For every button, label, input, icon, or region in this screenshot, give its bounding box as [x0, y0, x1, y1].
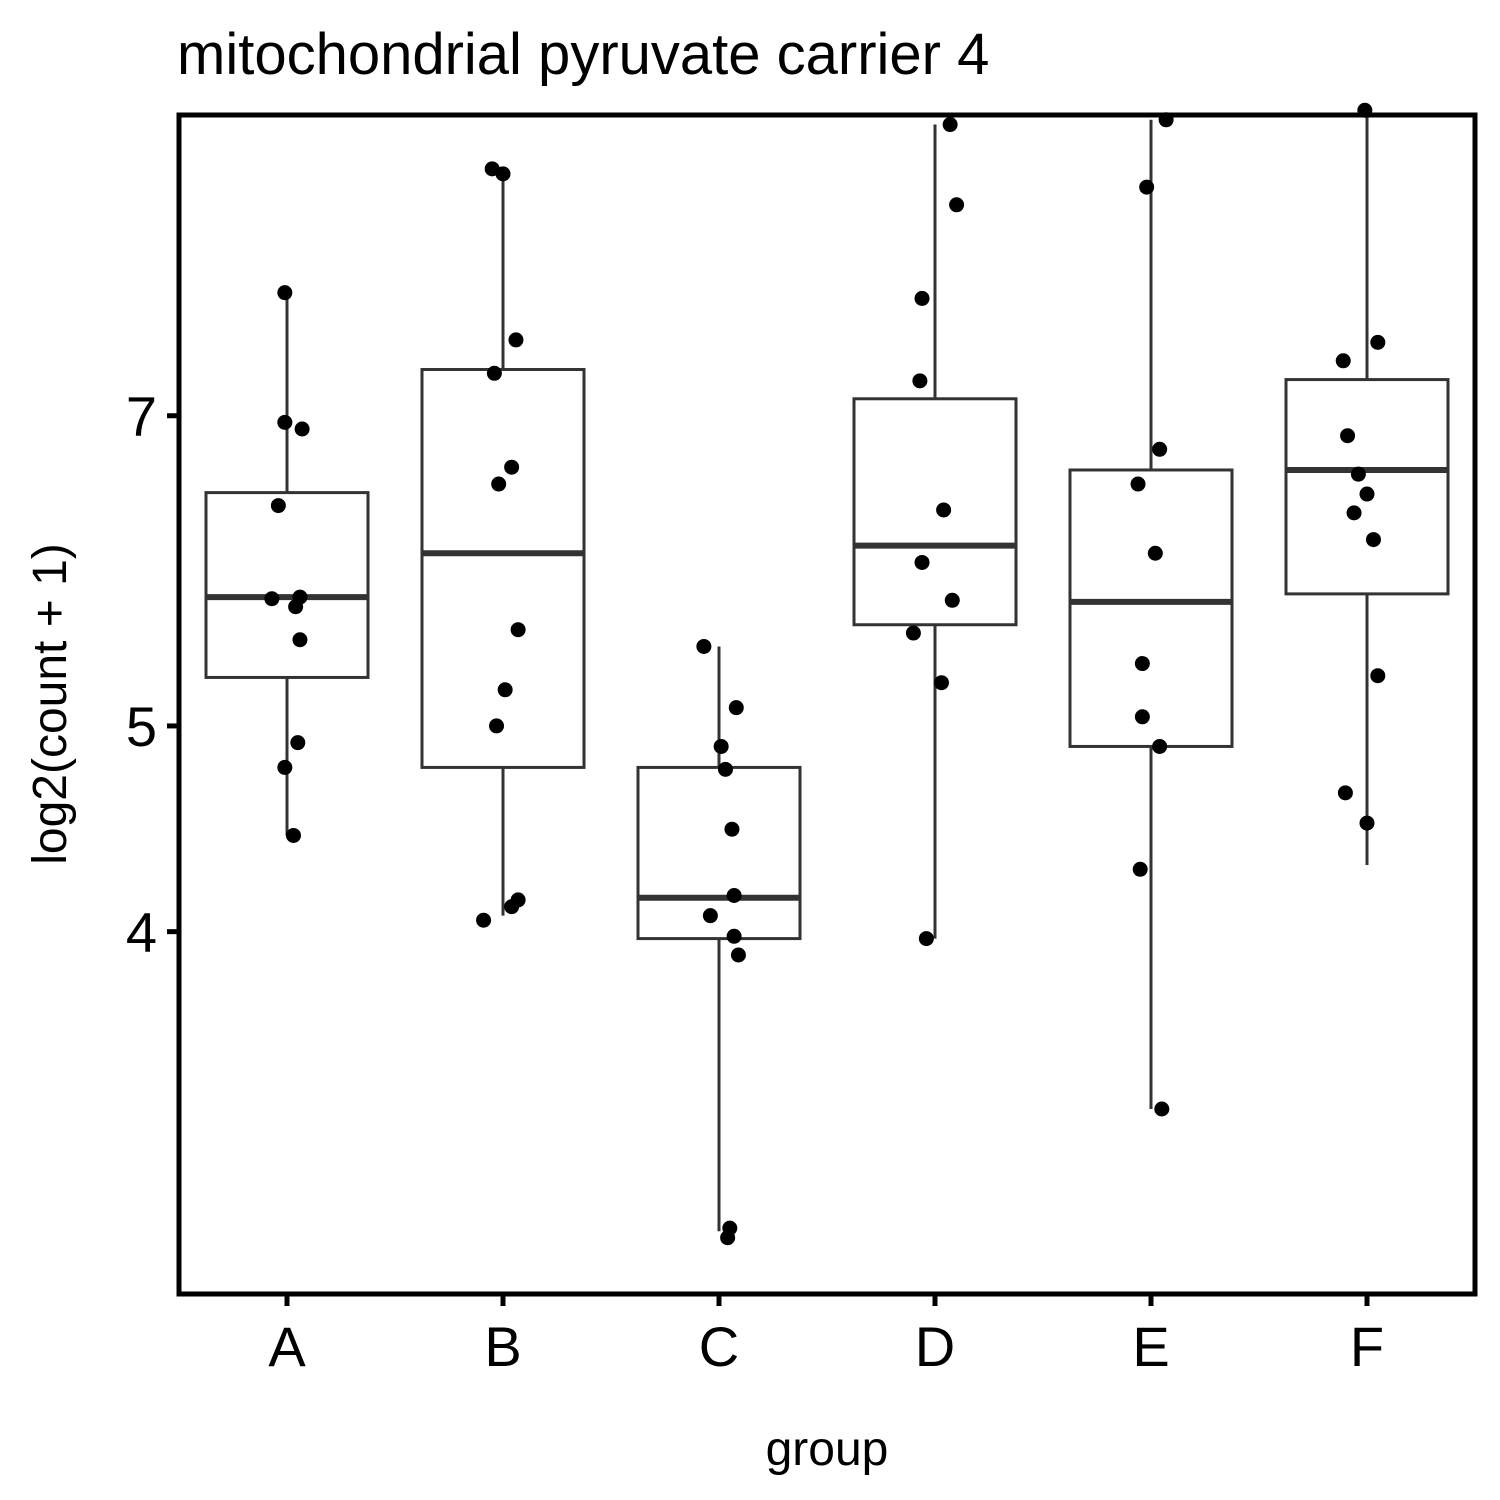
box-b [420, 368, 586, 769]
data-point-c [696, 638, 712, 654]
data-point-e [1152, 441, 1168, 457]
box-group-b [420, 173, 586, 916]
x-tick-label-f: F [1350, 1315, 1384, 1378]
data-point-a [264, 591, 280, 607]
box-e [1068, 468, 1234, 748]
box-group-c [636, 646, 802, 1232]
data-point-b [486, 365, 502, 381]
x-axis: A B C D E F [268, 1294, 1384, 1378]
x-tick-label-a: A [268, 1315, 306, 1378]
data-point-e [1152, 738, 1168, 754]
x-tick-label-d: D [915, 1315, 955, 1378]
data-point-f [1359, 815, 1375, 831]
data-point-f [1350, 466, 1366, 482]
y-tick-label-4: 4 [126, 901, 157, 964]
data-point-d [914, 290, 930, 306]
box-group-f [1284, 110, 1450, 865]
data-point-f [1365, 532, 1381, 548]
box-a [204, 491, 370, 679]
data-point-c [724, 821, 740, 837]
data-point-f [1370, 334, 1386, 350]
data-point-d [936, 502, 952, 518]
chart-title: mitochondrial pyruvate carrier 4 [177, 22, 989, 87]
data-point-b [504, 899, 520, 915]
data-point-f [1337, 785, 1353, 801]
data-point-f [1346, 505, 1362, 521]
data-point-b [495, 166, 511, 182]
data-point-f [1340, 428, 1356, 444]
box-c [636, 765, 802, 941]
data-point-f [1370, 668, 1386, 684]
x-tick-label-b: B [484, 1315, 521, 1378]
data-point-d [905, 625, 921, 641]
data-point-a [277, 759, 293, 775]
data-point-b [476, 912, 492, 928]
y-axis-title: log2(count + 1) [24, 543, 77, 865]
data-point-a [290, 735, 306, 751]
data-point-f [1359, 486, 1375, 502]
data-point-a [292, 632, 308, 648]
data-point-c [717, 761, 733, 777]
data-point-e [1147, 545, 1163, 561]
data-point-e [1134, 709, 1150, 725]
data-point-e [1134, 656, 1150, 672]
data-point-a [277, 414, 293, 430]
panel-border [176, 112, 1478, 1297]
data-point-b [504, 459, 520, 475]
data-point-a [288, 599, 304, 615]
data-point-c [728, 700, 744, 716]
data-point-c [720, 1230, 736, 1246]
data-point-e [1154, 1101, 1170, 1117]
y-tick-label-7: 7 [126, 385, 157, 448]
data-point-c [713, 738, 729, 754]
data-point-a [285, 827, 301, 843]
data-point-a [277, 285, 293, 301]
data-point-d [949, 197, 965, 213]
data-point-e [1139, 179, 1155, 195]
data-point-d [933, 675, 949, 691]
data-point-c [702, 908, 718, 924]
data-point-a [294, 421, 310, 437]
plot-area [204, 102, 1450, 1246]
data-point-c [726, 928, 742, 944]
data-point-d [918, 931, 934, 947]
data-point-c [726, 887, 742, 903]
data-point-e [1130, 476, 1146, 492]
data-point-d [914, 554, 930, 570]
x-tick-label-c: C [699, 1315, 739, 1378]
data-point-b [491, 476, 507, 492]
data-point-d [912, 373, 928, 389]
y-tick-label-5: 5 [126, 695, 157, 758]
y-axis: 4 5 7 [126, 385, 179, 964]
data-point-b [508, 332, 524, 348]
data-point-f [1335, 353, 1351, 369]
data-point-c [730, 947, 746, 963]
x-axis-title: group [766, 1423, 889, 1476]
data-point-b [510, 622, 526, 638]
data-point-d [942, 117, 958, 133]
data-point-d [944, 592, 960, 608]
box-group-d [852, 124, 1018, 939]
box-d [852, 397, 1018, 627]
box-group-a [204, 294, 370, 836]
box-group-e [1068, 119, 1234, 1110]
data-point-b [489, 718, 505, 734]
data-point-e [1132, 861, 1148, 877]
x-tick-label-e: E [1132, 1315, 1169, 1378]
data-point-b [497, 682, 513, 698]
data-point-a [270, 498, 286, 514]
